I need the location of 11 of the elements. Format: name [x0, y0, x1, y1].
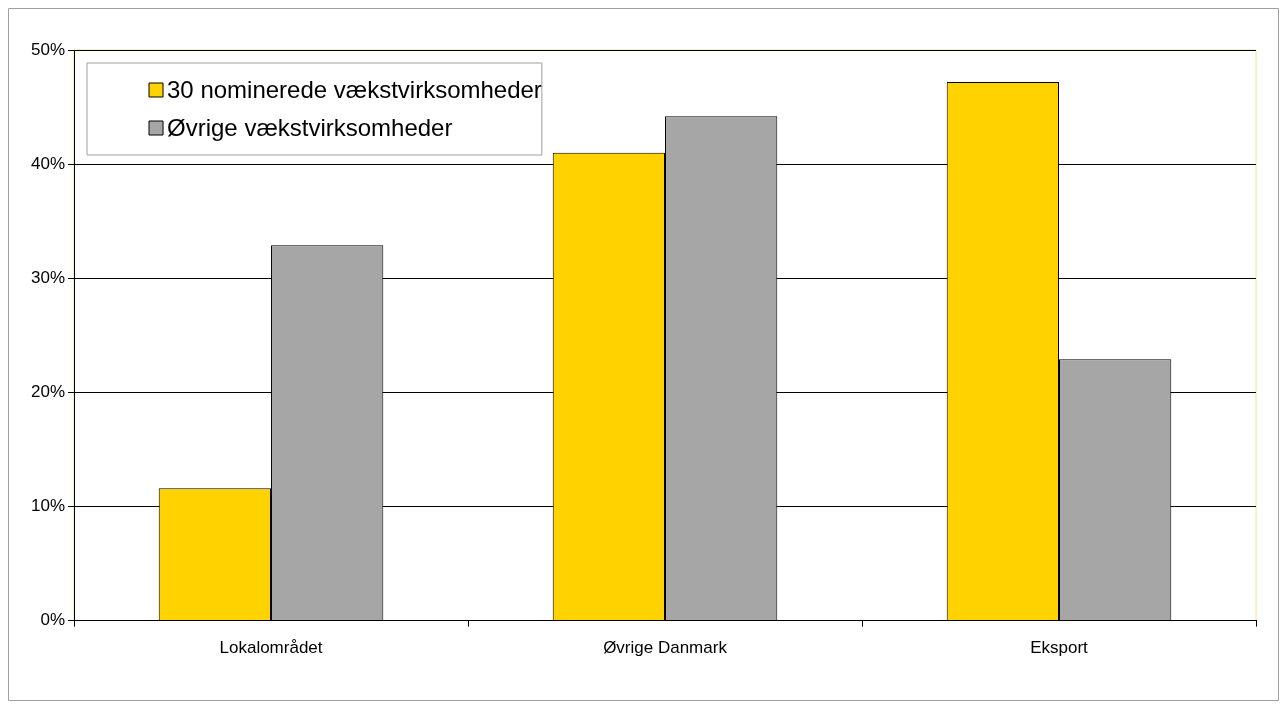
y-tick-label: 30%: [30, 267, 66, 287]
legend-label: 30 nominerede vækstvirksomheder: [167, 75, 542, 103]
legend-label: Øvrige vækstvirksomheder: [167, 113, 453, 141]
y-tick-label: 20%: [30, 382, 66, 402]
x-tick-label: Øvrige Danmark: [603, 638, 728, 658]
y-tick-label: 50%: [30, 39, 66, 59]
y-tick-label: 40%: [30, 153, 66, 173]
y-tick-label: 0%: [40, 610, 66, 630]
x-tick-label: Eksport: [1030, 638, 1089, 658]
x-tick-label: Lokalområdet: [219, 638, 323, 658]
y-tick-label: 10%: [30, 496, 66, 516]
